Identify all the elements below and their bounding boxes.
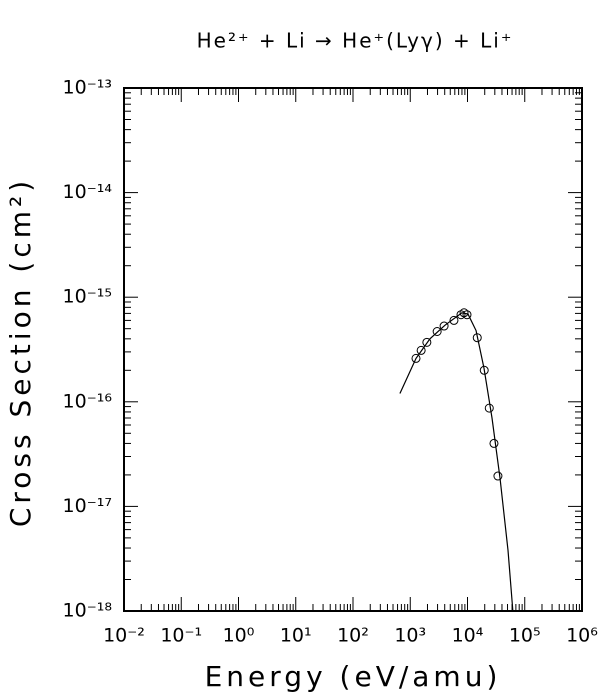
y-tick-label: 10⁻¹⁴: [63, 181, 113, 203]
data-point: [489, 438, 499, 448]
x-tick-label: 10²: [337, 625, 369, 647]
x-tick-label: 10³: [394, 625, 426, 647]
y-tick-label: 10⁻¹³: [63, 77, 112, 99]
x-tick-label: 10⁻¹: [160, 625, 202, 647]
data-point: [411, 353, 421, 363]
plot-frame: [123, 87, 583, 612]
y-tick-label: 10⁻¹⁵: [63, 286, 112, 308]
fit-line: [399, 312, 514, 612]
data-point: [449, 315, 459, 325]
x-tick-label: 10⁻²: [103, 625, 145, 647]
data-point: [493, 471, 503, 481]
x-tick-label: 10⁵: [509, 625, 541, 647]
chart-title: He²⁺ + Li → He⁺(Lyγ) + Li⁺: [197, 29, 514, 53]
data-point: [432, 326, 442, 336]
data-point: [462, 310, 472, 320]
data-point: [484, 403, 494, 413]
x-axis-label: Energy (eV/amu): [205, 660, 502, 693]
y-axis-label: Cross Section (cm²): [4, 177, 37, 527]
x-tick-label: 10⁰: [223, 625, 255, 647]
data-point: [479, 365, 489, 375]
data-point: [416, 345, 426, 355]
data-point: [422, 337, 432, 347]
x-tick-label: 10¹: [280, 625, 312, 647]
data-point: [459, 308, 469, 318]
x-tick-label: 10⁴: [452, 625, 484, 647]
y-tick-label: 10⁻¹⁶: [63, 390, 112, 412]
y-tick-label: 10⁻¹⁸: [63, 600, 112, 622]
y-tick-label: 10⁻¹⁷: [63, 495, 112, 517]
data-point: [456, 310, 466, 320]
x-tick-label: 10⁶: [566, 625, 598, 647]
data-point: [439, 321, 449, 331]
